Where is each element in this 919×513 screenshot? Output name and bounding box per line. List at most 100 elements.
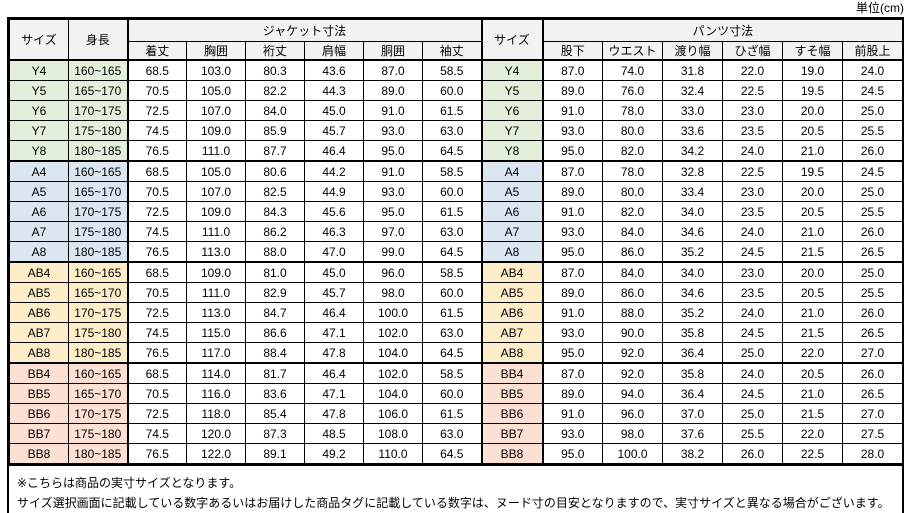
pants-value-cell: 23.5 xyxy=(722,282,783,303)
pants-value-cell: 89.0 xyxy=(542,80,603,101)
jacket-value-cell: 64.5 xyxy=(422,241,483,263)
size-cell-pants: A6 xyxy=(481,201,544,222)
pants-value-cell: 35.2 xyxy=(662,302,723,323)
jacket-value-cell: 107.0 xyxy=(186,100,246,121)
size-table: サイズ 身長 ジャケット寸法 サイズ パンツ寸法 着丈 胸囲 裄丈 肩幅 胴囲 袖丈 股下ウ… xyxy=(9,19,904,464)
jacket-value-cell: 109.0 xyxy=(186,201,246,222)
jacket-value-cell: 68.5 xyxy=(127,160,187,182)
pants-value-cell: 25.5 xyxy=(841,120,904,141)
jacket-value-cell: 46.3 xyxy=(304,221,364,242)
size-cell-pants: A8 xyxy=(481,241,544,263)
footnote-line-1: ※こちらは商品の実寸サイズとなります。 xyxy=(17,476,242,490)
pants-col-header: すそ幅 xyxy=(782,41,843,61)
pants-value-cell: 26.5 xyxy=(841,322,904,343)
jacket-value-cell: 68.5 xyxy=(127,59,187,81)
pants-value-cell: 91.0 xyxy=(542,403,603,424)
jacket-value-cell: 80.6 xyxy=(245,160,305,182)
jacket-value-cell: 61.5 xyxy=(422,403,483,424)
pants-value-cell: 25.5 xyxy=(722,423,783,444)
jacket-group-header: ジャケット寸法 xyxy=(127,19,483,42)
jacket-value-cell: 89.1 xyxy=(245,443,305,464)
pants-value-cell: 19.5 xyxy=(782,80,843,101)
height-cell: 165~170 xyxy=(68,282,129,303)
jacket-value-cell: 113.0 xyxy=(186,302,246,323)
pants-value-cell: 95.0 xyxy=(542,241,603,263)
jacket-value-cell: 82.9 xyxy=(245,282,305,303)
size-row-AB5: AB5 165~170 70.5 111.0 82.9 45.7 98.0 60.0 AB5 89… xyxy=(9,282,904,303)
jacket-value-cell: 102.0 xyxy=(363,322,423,343)
size-row-Y6: Y6 170~175 72.5 107.0 84.0 45.0 91.0 61.5 Y6 91.0… xyxy=(9,100,904,121)
size-cell-pants: A7 xyxy=(481,221,544,242)
jacket-value-cell: 118.0 xyxy=(186,403,246,424)
jacket-value-cell: 81.7 xyxy=(245,362,305,384)
jacket-col-header: 袖丈 xyxy=(422,41,483,61)
jacket-value-cell: 60.0 xyxy=(422,383,483,404)
pants-value-cell: 91.0 xyxy=(542,302,603,323)
jacket-value-cell: 108.0 xyxy=(363,423,423,444)
pants-value-cell: 91.0 xyxy=(542,100,603,121)
pants-value-cell: 20.0 xyxy=(782,181,843,202)
pants-value-cell: 80.0 xyxy=(602,181,663,202)
height-cell: 180~185 xyxy=(68,241,129,263)
pants-value-cell: 24.5 xyxy=(841,160,904,182)
jacket-value-cell: 44.2 xyxy=(304,160,364,182)
jacket-value-cell: 45.6 xyxy=(304,201,364,222)
jacket-value-cell: 87.7 xyxy=(245,140,305,162)
size-row-A8: A8 180~185 76.5 113.0 88.0 47.0 99.0 64.5 A8 95.0… xyxy=(9,241,904,263)
height-cell: 175~180 xyxy=(68,221,129,242)
jacket-value-cell: 58.5 xyxy=(422,261,483,283)
size-cell-pants: A4 xyxy=(481,160,544,182)
jacket-value-cell: 95.0 xyxy=(363,201,423,222)
jacket-value-cell: 120.0 xyxy=(186,423,246,444)
size2-column-header: サイズ xyxy=(481,19,544,61)
pants-value-cell: 22.5 xyxy=(722,80,783,101)
pants-value-cell: 24.5 xyxy=(841,80,904,101)
size-cell: AB4 xyxy=(9,261,69,283)
jacket-value-cell: 45.0 xyxy=(304,261,364,283)
pants-value-cell: 90.0 xyxy=(602,322,663,343)
jacket-value-cell: 109.0 xyxy=(186,120,246,141)
size-cell-pants: Y8 xyxy=(481,140,544,162)
pants-group-header: パンツ寸法 xyxy=(541,19,904,42)
jacket-value-cell: 91.0 xyxy=(363,160,423,182)
size-table-body: Y4 160~165 68.5 103.0 80.3 43.6 87.0 58.5 Y4 87.0… xyxy=(9,59,904,464)
height-cell: 180~185 xyxy=(68,140,129,162)
jacket-value-cell: 46.4 xyxy=(304,362,364,384)
jacket-value-cell: 106.0 xyxy=(363,403,423,424)
pants-value-cell: 84.0 xyxy=(602,221,663,242)
pants-value-cell: 82.0 xyxy=(602,140,663,162)
size-cell: BB6 xyxy=(9,403,69,424)
pants-value-cell: 80.0 xyxy=(602,120,663,141)
pants-value-cell: 28.0 xyxy=(841,443,904,464)
jacket-value-cell: 74.5 xyxy=(127,120,187,141)
jacket-value-cell: 47.1 xyxy=(304,322,364,343)
jacket-value-cell: 76.5 xyxy=(127,443,187,464)
pants-value-cell: 24.5 xyxy=(722,383,783,404)
size-cell: BB5 xyxy=(9,383,69,404)
jacket-value-cell: 63.0 xyxy=(422,423,483,444)
pants-value-cell: 20.5 xyxy=(782,282,843,303)
jacket-value-cell: 72.5 xyxy=(127,100,187,121)
pants-value-cell: 32.4 xyxy=(662,80,723,101)
jacket-value-cell: 82.5 xyxy=(245,181,305,202)
pants-col-header: 渡り幅 xyxy=(662,41,723,61)
size-row-Y4: Y4 160~165 68.5 103.0 80.3 43.6 87.0 58.5 Y4 87.0… xyxy=(9,59,904,81)
pants-value-cell: 27.0 xyxy=(841,403,904,424)
jacket-value-cell: 47.1 xyxy=(304,383,364,404)
pants-value-cell: 25.5 xyxy=(841,282,904,303)
jacket-value-cell: 74.5 xyxy=(127,322,187,343)
pants-value-cell: 89.0 xyxy=(542,383,603,404)
size-cell-pants: Y5 xyxy=(481,80,544,101)
jacket-value-cell: 87.3 xyxy=(245,423,305,444)
size-cell-pants: AB5 xyxy=(481,282,544,303)
pants-value-cell: 98.0 xyxy=(602,423,663,444)
jacket-value-cell: 84.7 xyxy=(245,302,305,323)
pants-value-cell: 23.0 xyxy=(722,181,783,202)
height-cell: 160~165 xyxy=(68,261,129,283)
height-cell: 165~170 xyxy=(68,383,129,404)
jacket-value-cell: 63.0 xyxy=(422,322,483,343)
size-cell: AB5 xyxy=(9,282,69,303)
pants-value-cell: 34.0 xyxy=(662,201,723,222)
pants-value-cell: 23.5 xyxy=(722,201,783,222)
pants-value-cell: 24.0 xyxy=(841,59,904,81)
